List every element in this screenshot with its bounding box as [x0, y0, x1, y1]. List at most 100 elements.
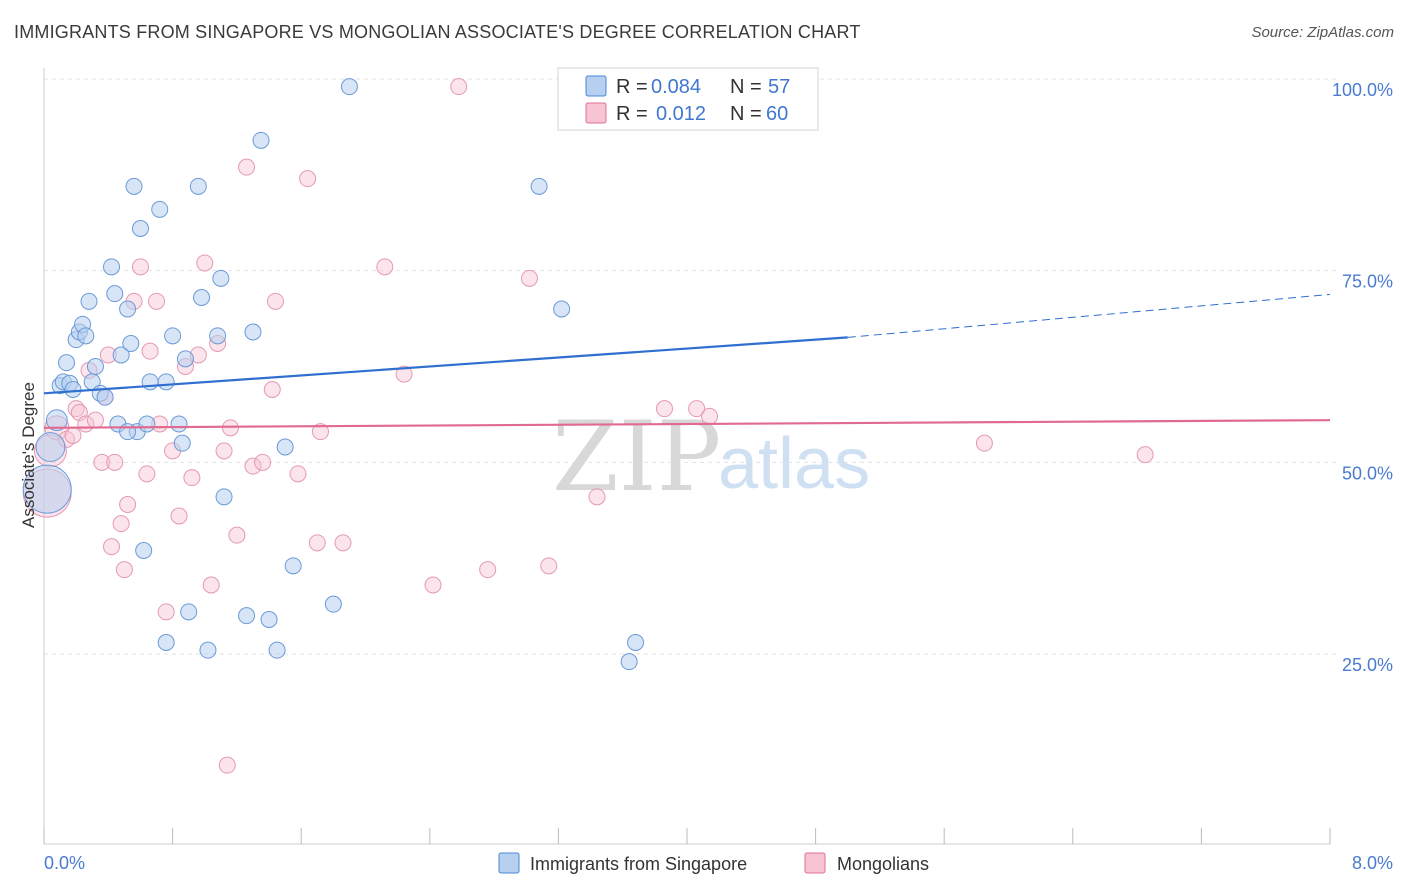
x-tick-labels: 0.0% 8.0%	[44, 853, 1393, 873]
point-mongolians-18	[138, 465, 156, 483]
point-singapore-48	[324, 595, 342, 613]
point-singapore-26	[135, 542, 153, 559]
y-axis-title: Associate's Degree	[19, 382, 38, 528]
trend-lines	[43, 293, 1331, 429]
point-singapore-12	[80, 292, 98, 310]
point-mongolians-22	[157, 603, 175, 621]
chart-title: IMMIGRANTS FROM SINGAPORE VS MONGOLIAN A…	[14, 22, 861, 42]
legend-r-label-mongolians: R =	[616, 103, 648, 125]
point-mongolians-49	[479, 561, 497, 579]
point-singapore-50	[530, 177, 548, 195]
point-singapore-36	[189, 177, 207, 195]
point-mongolians-48	[450, 78, 468, 96]
bottom-legend-swatch-mongolians	[804, 852, 826, 874]
point-singapore-38	[199, 641, 217, 659]
point-mongolians-10	[93, 453, 111, 471]
point-mongolians-29	[202, 576, 220, 594]
point-singapore-52	[620, 653, 638, 671]
y-tick-label-50: 50.0%	[1342, 463, 1393, 483]
point-singapore-37	[193, 289, 211, 306]
point-singapore-41	[215, 488, 233, 506]
point-mongolians-4	[64, 427, 82, 444]
point-singapore-44	[260, 611, 278, 628]
bottom-legend-label-singapore: Immigrants from Singapore	[530, 854, 747, 874]
point-singapore-5	[58, 354, 76, 372]
point-singapore-18	[106, 285, 124, 303]
point-singapore-2	[45, 409, 68, 432]
point-mongolians-39	[266, 292, 284, 310]
point-mongolians-37	[254, 453, 272, 471]
point-singapore-27	[138, 415, 156, 433]
point-singapore-20	[112, 346, 130, 364]
point-singapore-1	[35, 432, 66, 462]
bottom-legend-label-mongolians: Mongolians	[837, 854, 929, 874]
legend-swatch-singapore	[585, 75, 607, 97]
legend-swatch-mongolians	[585, 102, 607, 124]
point-mongolians-51	[540, 557, 558, 575]
y-tick-label-25: 25.0%	[1342, 655, 1393, 675]
legend-n-value-singapore: 57	[768, 76, 790, 98]
point-singapore-46	[276, 438, 294, 456]
legend-n-label-mongolians: N =	[730, 103, 762, 125]
point-mongolians-14	[112, 515, 130, 533]
point-singapore-16	[96, 388, 114, 406]
point-singapore-34	[176, 350, 194, 368]
point-mongolians-52	[588, 488, 606, 506]
point-mongolians-19	[141, 342, 159, 360]
point-mongolians-55	[701, 407, 719, 425]
point-mongolians-53	[655, 400, 673, 418]
trend-line-mongolians	[43, 419, 1331, 429]
watermark-atlas: atlas	[718, 424, 870, 504]
point-mongolians-46	[395, 365, 413, 383]
point-singapore-47	[284, 557, 302, 575]
point-mongolians-40	[289, 465, 307, 483]
point-singapore-51	[553, 300, 571, 318]
legend-r-value-mongolians: 0.012	[656, 103, 706, 125]
point-singapore-49	[340, 78, 358, 96]
point-singapore-14	[86, 358, 104, 375]
point-mongolians-15	[119, 496, 137, 513]
point-mongolians-28	[196, 254, 214, 272]
point-mongolians-13	[106, 453, 124, 471]
point-mongolians-47	[424, 576, 442, 594]
point-mongolians-43	[311, 423, 329, 441]
point-singapore-0	[22, 464, 72, 514]
point-singapore-22	[122, 335, 140, 352]
bottom-legend: Immigrants from Singapore Mongolians	[498, 852, 929, 874]
point-mongolians-42	[308, 534, 326, 552]
point-singapore-53	[627, 634, 645, 651]
point-singapore-35	[180, 603, 198, 621]
point-mongolians-26	[183, 469, 201, 487]
point-mongolians-41	[299, 170, 317, 188]
y-tick-labels: 25.0% 50.0% 75.0% 100.0%	[1332, 80, 1393, 675]
trend-line-singapore-extension	[847, 293, 1331, 338]
watermark-zip: ZIP	[552, 401, 721, 513]
point-mongolians-24	[170, 507, 188, 525]
point-singapore-25	[131, 220, 149, 237]
point-singapore-40	[212, 269, 230, 287]
point-mongolians-38	[263, 381, 281, 398]
point-singapore-39	[209, 327, 227, 345]
point-singapore-31	[164, 327, 182, 345]
point-singapore-33	[173, 434, 191, 452]
watermark: ZIP atlas	[552, 401, 870, 513]
point-singapore-23	[125, 177, 143, 195]
point-mongolians-20	[148, 292, 166, 310]
point-singapore-29	[151, 200, 169, 218]
trend-line-singapore	[43, 336, 848, 395]
x-tick-label-min: 0.0%	[44, 853, 85, 873]
point-mongolians-9	[86, 411, 104, 429]
point-mongolians-35	[238, 158, 256, 176]
point-mongolians-57	[1136, 446, 1154, 464]
point-singapore-54	[157, 634, 175, 651]
point-mongolians-45	[376, 258, 394, 276]
y-tick-label-100: 100.0%	[1332, 80, 1393, 100]
point-singapore-17	[103, 258, 121, 276]
x-tick-label-max: 8.0%	[1352, 853, 1393, 873]
point-mongolians-34	[228, 526, 246, 544]
point-singapore-43	[252, 131, 270, 149]
point-mongolians-32	[218, 756, 236, 774]
point-singapore-55	[238, 607, 256, 625]
point-singapore-21	[119, 300, 137, 318]
